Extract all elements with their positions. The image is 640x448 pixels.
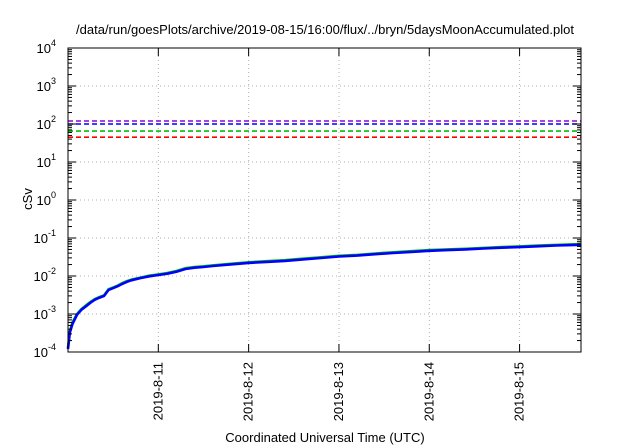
y-tick-label: 103 [37,76,56,94]
y-tick-label: 104 [37,38,56,56]
y-tick-label: 10-2 [34,266,56,284]
axis-ticks: 10-4 10-3 10-2 10-1 100 101 102 103 104 2019-8-11… [34,38,581,421]
y-tick-label: 10-4 [34,342,56,360]
threshold-lines [68,120,581,138]
y-tick-label: 100 [37,190,56,208]
x-axis-label: Coordinated Universal Time (UTC) [225,430,424,445]
y-tick-label: 10-3 [34,304,56,322]
series-line [66,243,582,350]
x-tick-label: 2019-8-14 [421,362,436,421]
chart-title: /data/run/goesPlots/archive/2019-08-15/1… [76,22,574,37]
series-line [66,242,582,348]
x-tick-label: 2019-8-13 [331,362,346,421]
y-tick-label: 101 [37,152,56,170]
x-tick-label: 2019-8-15 [512,362,527,421]
x-tick-label: 2019-8-11 [150,362,165,420]
x-tick-label: 2019-8-12 [241,362,256,421]
y-tick-label: 10-1 [34,228,56,246]
grid [68,48,581,352]
y-tick-label: 102 [37,114,56,132]
y-axis-label: cSv [20,188,35,210]
series-lines [66,242,582,350]
